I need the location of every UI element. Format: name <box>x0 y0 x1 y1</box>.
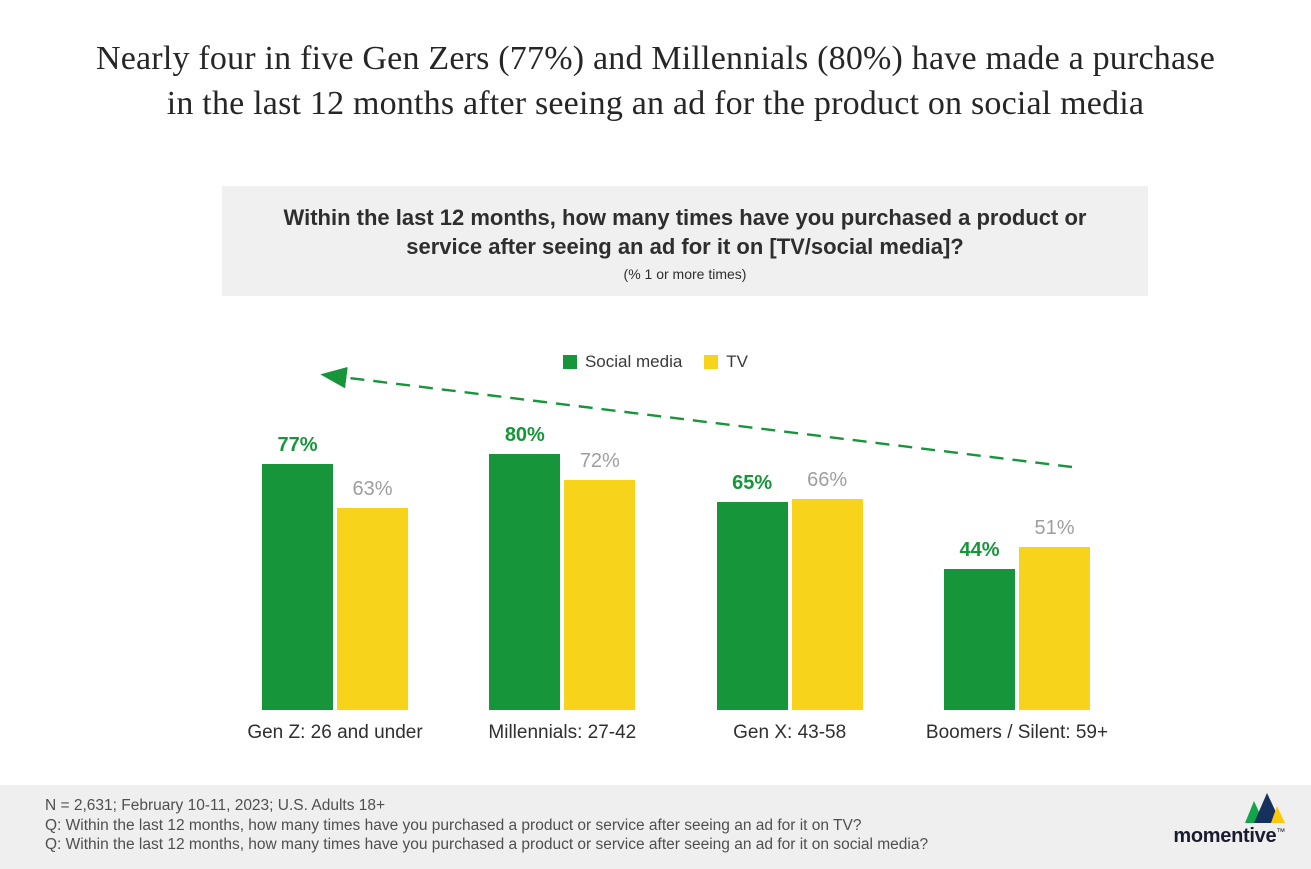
title-line-2: in the last 12 months after seeing an ad… <box>166 85 1145 122</box>
bar-value-label: 63% <box>352 478 393 500</box>
bar-group: 80% 72% Millennials: 27-42 <box>488 340 636 743</box>
sample-note: N = 2,631; February 10-11, 2023; U.S. Ad… <box>45 797 386 814</box>
question-box: Within the last 12 months, how many time… <box>222 186 1148 296</box>
category-label: Millennials: 27-42 <box>488 722 637 743</box>
momentive-logo-icon <box>1245 793 1285 823</box>
category-label: Gen Z: 26 and under <box>247 722 423 743</box>
legend: Social media TV <box>0 352 1311 372</box>
footer: N = 2,631; February 10-11, 2023; U.S. Ad… <box>0 785 1311 869</box>
question-text: Within the last 12 months, how many time… <box>283 205 1087 259</box>
bar-social-media <box>943 569 1015 710</box>
legend-item: TV <box>704 352 748 372</box>
question-tv-note: Q: Within the last 12 months, how many t… <box>45 816 862 834</box>
brand-name: momentive™ <box>1173 825 1285 848</box>
legend-label: TV <box>726 352 749 371</box>
legend-item: Social media <box>562 352 683 372</box>
bar-value-label: 66% <box>807 469 848 491</box>
bar-social-media <box>716 502 788 710</box>
legend-swatch <box>704 355 719 369</box>
page-title: Nearly four in five Gen Zers (77%) and M… <box>0 36 1311 126</box>
bar-value-label: 72% <box>579 450 620 472</box>
bar-group: 77% 63% Gen Z: 26 and under <box>247 340 422 743</box>
trademark: ™ <box>1276 826 1285 837</box>
question-social-note: Q: Within the last 12 months, how many t… <box>45 836 929 853</box>
bar-tv <box>337 508 408 710</box>
bar-value-label: 65% <box>732 472 773 494</box>
legend-label: Social media <box>584 352 683 371</box>
bar-value-label: 51% <box>1034 517 1075 539</box>
bar-tv <box>791 499 863 710</box>
bar-groups: 77% 63% Gen Z: 26 and under 80% 72% Millennia… <box>247 340 1108 743</box>
bar-value-label: 44% <box>959 539 1000 561</box>
category-label: Gen X: 43-58 <box>733 722 847 743</box>
brand: momentive™ <box>1173 793 1285 848</box>
legend-swatch <box>562 355 577 369</box>
bar-chart: Social media TV 77% 63% Gen Z: 26 and under… <box>0 340 1311 760</box>
brand-wordmark: momentive <box>1173 825 1277 847</box>
category-label: Boomers / Silent: 59+ <box>925 722 1109 743</box>
bar-social-media <box>489 454 561 710</box>
bar-social-media <box>262 464 333 710</box>
footer-notes: N = 2,631; February 10-11, 2023; U.S. Ad… <box>45 796 928 855</box>
bar-tv <box>1018 547 1090 710</box>
bar-tv <box>564 480 636 710</box>
title-line-1: Nearly four in five Gen Zers (77%) and M… <box>95 40 1216 77</box>
bar-value-label: 77% <box>277 434 318 456</box>
question-note: (% 1 or more times) <box>623 266 747 282</box>
bar-group: 44% 51% Boomers / Silent: 59+ <box>926 340 1108 743</box>
bar-group: 65% 66% Gen X: 43-58 <box>716 340 863 743</box>
bar-value-label: 80% <box>504 424 545 446</box>
